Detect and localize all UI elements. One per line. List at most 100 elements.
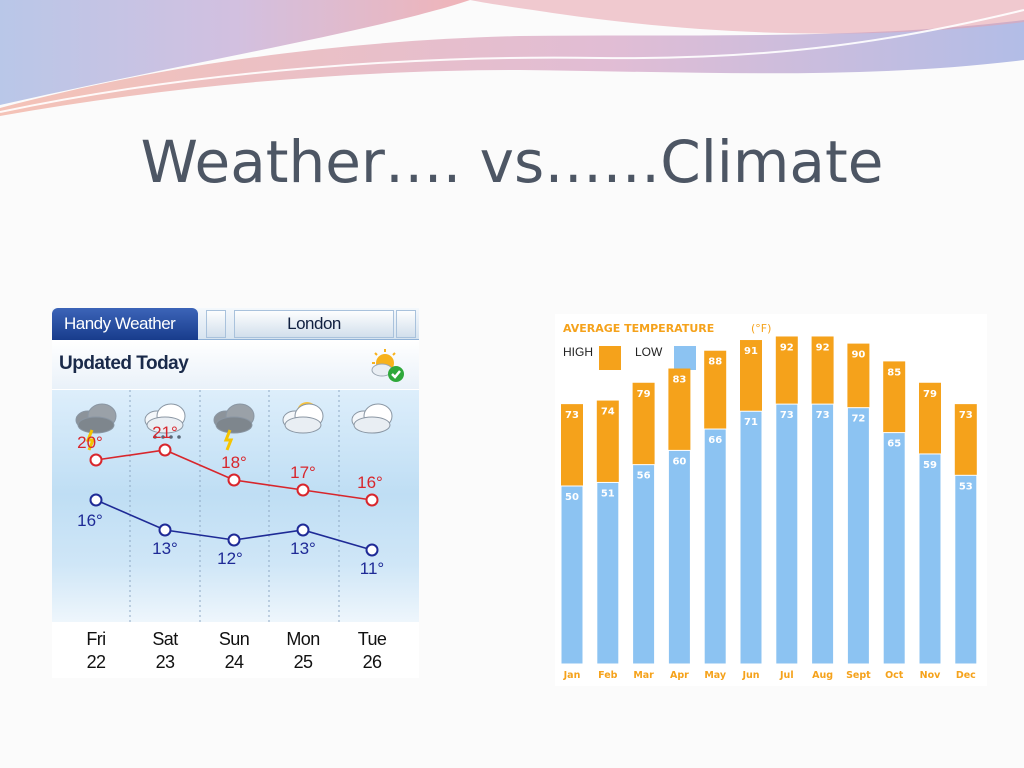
day-column-label: Sun 24 — [204, 628, 264, 674]
low-temperature-point — [296, 523, 310, 537]
low-value-label: 66 — [708, 435, 722, 446]
forecast-area: 20° 16° 21° 13° 18° 12° 17° 13° 16° 11° — [52, 390, 419, 622]
low-bar — [703, 428, 727, 665]
low-value-label: 50 — [565, 492, 579, 503]
tab-separator — [206, 310, 226, 338]
tab-handy-weather[interactable]: Handy Weather — [52, 308, 198, 340]
month-label: Jan — [563, 670, 581, 681]
low-value-label: 65 — [887, 439, 901, 450]
high-value-label: 79 — [923, 389, 937, 400]
chart-unit: (°F) — [751, 322, 771, 335]
high-value-label: 91 — [744, 346, 758, 357]
month-label: Feb — [598, 670, 618, 681]
legend-low-label: LOW — [635, 345, 663, 359]
legend-high-swatch — [599, 346, 621, 370]
low-temperature-point — [365, 543, 379, 557]
partly-sunny-icon — [282, 402, 324, 434]
day-date: 24 — [224, 652, 244, 672]
high-temperature-label: 21° — [152, 423, 178, 442]
storm-cloud-icon — [75, 403, 117, 451]
low-bar — [846, 407, 870, 665]
high-value-label: 73 — [565, 410, 579, 421]
high-temperature-point — [89, 453, 103, 467]
updated-row: Updated Today — [52, 341, 419, 389]
day-column-label: Mon 25 — [273, 628, 333, 674]
tab-london[interactable]: London — [234, 310, 394, 338]
month-label: Jul — [779, 670, 794, 681]
low-temperature-label: 11° — [360, 559, 384, 578]
storm-cloud-icon — [213, 403, 255, 451]
high-temperature-point — [365, 493, 379, 507]
chart-legend: HIGH LOW — [563, 345, 696, 370]
high-value-label: 79 — [637, 389, 651, 400]
tab-separator — [396, 310, 416, 338]
day-date: 26 — [362, 652, 382, 672]
low-bar — [775, 403, 799, 665]
legend-low-swatch — [674, 346, 696, 370]
day-date: 23 — [155, 652, 175, 672]
month-label: Sept — [846, 670, 871, 681]
forecast-chart: 20° 16° 21° 13° 18° 12° 17° 13° 16° 11° — [75, 390, 393, 622]
low-value-label: 73 — [780, 410, 794, 421]
day-date: 22 — [86, 652, 106, 672]
high-temperature-point — [296, 483, 310, 497]
climate-chart: AVERAGE TEMPERATURE (°F) HIGH LOW 73 50 74 5… — [555, 314, 987, 686]
month-label: Dec — [956, 670, 976, 681]
high-temperature-label: 20° — [77, 433, 103, 452]
low-value-label: 53 — [959, 481, 973, 492]
low-value-label: 72 — [851, 414, 865, 425]
high-value-label: 90 — [851, 350, 865, 361]
high-temperature-label: 16° — [357, 473, 383, 492]
day-column-label: Sat 23 — [135, 628, 195, 674]
tab-bar: Handy Weather London — [52, 308, 419, 340]
month-label: Aug — [812, 670, 833, 681]
climate-chart-svg: AVERAGE TEMPERATURE (°F) HIGH LOW 73 50 74 5… — [560, 322, 978, 681]
days-row: Fri 22 Sat 23 Sun 24 Mon 25 Tue 26 — [52, 624, 419, 678]
low-bar — [632, 464, 656, 665]
low-bar — [882, 432, 906, 665]
low-value-label: 73 — [816, 410, 830, 421]
high-value-label: 85 — [887, 367, 901, 378]
month-label: Nov — [920, 670, 941, 681]
high-value-label: 74 — [601, 407, 615, 418]
day-column-label: Tue 26 — [342, 628, 402, 674]
low-bar — [596, 481, 620, 665]
low-value-label: 51 — [601, 488, 615, 499]
day-name: Sat — [152, 629, 178, 649]
low-temperature-point — [89, 493, 103, 507]
month-label: Jun — [741, 670, 759, 681]
day-name: Sun — [218, 629, 250, 649]
low-temperature-point — [158, 523, 172, 537]
day-name: Tue — [357, 629, 387, 649]
low-bar — [954, 474, 978, 665]
low-value-label: 71 — [744, 417, 758, 428]
high-value-label: 73 — [959, 410, 973, 421]
chart-title: AVERAGE TEMPERATURE — [563, 322, 714, 335]
month-label: May — [704, 670, 727, 681]
month-label: Apr — [670, 670, 689, 681]
low-bar — [560, 485, 584, 665]
high-temperature-point — [227, 473, 241, 487]
updated-label: Updated Today — [59, 353, 189, 374]
high-temperature-point — [158, 443, 172, 457]
decorative-swoosh — [0, 0, 1024, 116]
day-name: Fri — [86, 629, 106, 649]
slide-title: Weather…. vs……Climate — [140, 128, 884, 196]
month-label: Mar — [633, 670, 654, 681]
low-temperature-label: 12° — [217, 549, 243, 568]
high-value-label: 83 — [672, 375, 686, 386]
low-value-label: 56 — [637, 471, 651, 482]
low-value-label: 60 — [672, 456, 686, 467]
low-temperature-point — [227, 533, 241, 547]
low-bar — [667, 449, 691, 665]
sun-cloud-check-icon[interactable] — [368, 346, 408, 386]
high-temperature-label: 18° — [221, 453, 247, 472]
month-label: Oct — [885, 670, 904, 681]
day-name: Mon — [286, 629, 320, 649]
weather-widget: Handy Weather London Updated Today — [52, 308, 419, 678]
cloud-icon — [351, 403, 393, 434]
snow-cloud-icon — [144, 403, 186, 439]
high-temperature-label: 17° — [290, 463, 316, 482]
low-value-label: 59 — [923, 460, 937, 471]
